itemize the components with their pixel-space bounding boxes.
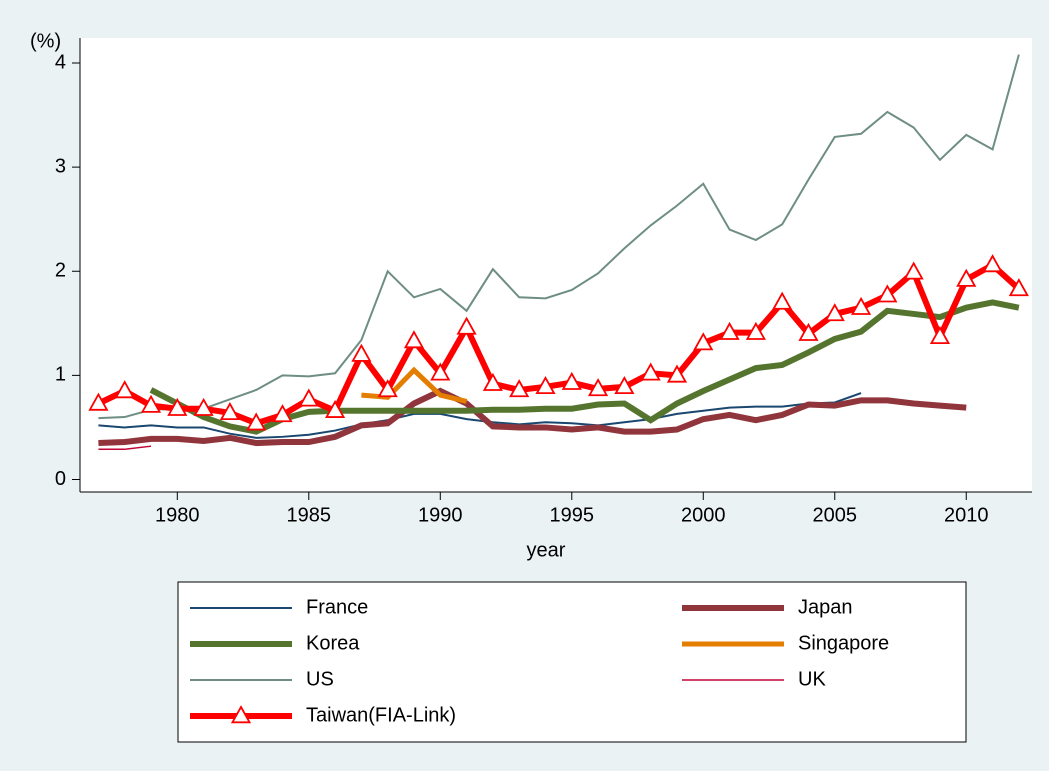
point-marker (982, 254, 1003, 273)
point-marker (325, 399, 346, 418)
point-marker (88, 392, 109, 411)
legend-label: UK (798, 668, 826, 690)
point-marker (824, 303, 845, 322)
point-marker (430, 362, 451, 381)
point-marker (351, 343, 372, 362)
point-marker (298, 388, 319, 407)
point-marker (140, 394, 162, 413)
point-marker (272, 404, 293, 423)
series-line (98, 392, 862, 439)
x-tick-label: 1995 (550, 504, 595, 526)
legend-label: France (306, 596, 368, 618)
series-line (98, 445, 152, 451)
point-marker (877, 284, 898, 303)
point-marker (377, 379, 398, 398)
point-marker (456, 316, 477, 335)
x-axis-title: year (527, 539, 566, 561)
series-line (149, 299, 1020, 435)
point-marker (1008, 278, 1029, 297)
point-marker (167, 397, 188, 416)
point-marker (719, 321, 740, 340)
point-marker (561, 371, 582, 390)
series-line (98, 387, 967, 447)
point-marker (745, 321, 766, 340)
legend-label: Singapore (798, 632, 889, 654)
point-marker (798, 322, 819, 341)
point-marker (403, 330, 425, 349)
point-marker (929, 326, 951, 345)
x-tick-label: 1990 (418, 504, 463, 526)
point-marker (587, 378, 609, 397)
point-marker (640, 362, 661, 381)
point-marker (482, 372, 503, 391)
legend-label: Japan (798, 596, 853, 618)
y-axis-title: (%) (30, 30, 61, 52)
point-marker (693, 332, 714, 351)
y-tick-label: 3 (55, 155, 66, 177)
x-tick-label: 2000 (681, 504, 726, 526)
point-marker (956, 268, 977, 287)
legend-label: Taiwan(FIA-Link) (306, 704, 456, 726)
y-tick-label: 4 (55, 51, 66, 73)
legend-label: Korea (306, 632, 360, 654)
legend-label: US (306, 668, 334, 690)
y-tick-label: 2 (55, 260, 66, 282)
x-tick-label: 1980 (155, 504, 200, 526)
point-marker (219, 402, 240, 421)
legend-marker (230, 705, 252, 724)
point-marker (193, 397, 214, 416)
x-tick-label: 2010 (944, 504, 989, 526)
point-marker (903, 261, 924, 280)
point-marker (772, 291, 793, 310)
point-marker (535, 375, 556, 395)
point-marker (246, 412, 267, 431)
point-marker (114, 380, 135, 399)
legend (177, 581, 967, 743)
x-tick-label: 1985 (287, 504, 332, 526)
series-line (98, 54, 1020, 420)
point-marker (614, 375, 635, 395)
point-marker (666, 364, 688, 383)
y-tick-label: 0 (55, 468, 66, 490)
point-marker (850, 296, 872, 315)
point-marker (509, 379, 530, 398)
y-tick-label: 1 (55, 364, 66, 386)
x-tick-label: 2005 (813, 504, 858, 526)
